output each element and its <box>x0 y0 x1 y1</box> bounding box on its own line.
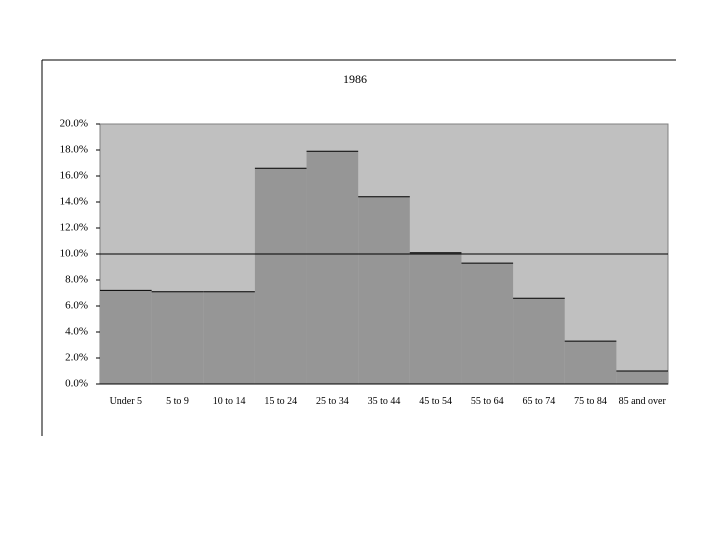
bar <box>409 252 462 384</box>
bar <box>306 151 359 384</box>
y-tick-label: 6.0% <box>65 300 88 312</box>
x-tick-label: 75 to 84 <box>574 396 607 407</box>
bar <box>203 291 255 384</box>
x-tick-label: 25 to 34 <box>315 396 349 407</box>
y-tick-label: 2.0% <box>65 352 88 364</box>
y-tick-label: 16.0% <box>60 170 88 182</box>
y-tick-label: 14.0% <box>60 196 88 208</box>
bar <box>513 298 565 384</box>
x-tick-label: 55 to 64 <box>470 396 504 407</box>
bar <box>461 263 514 384</box>
chart-title: 1986 <box>343 72 367 86</box>
y-tick-label: 12.0% <box>60 222 88 234</box>
x-tick-label: 15 to 24 <box>264 396 298 407</box>
y-tick-label: 8.0% <box>65 274 88 286</box>
bar <box>616 371 668 384</box>
x-tick-label: 35 to 44 <box>367 396 401 407</box>
bar <box>100 290 152 384</box>
x-tick-label: 45 to 54 <box>419 396 453 407</box>
x-tick-label: Under 5 <box>109 396 143 407</box>
bar <box>254 168 307 384</box>
x-tick-label: 5 to 9 <box>166 396 189 407</box>
y-tick-label: 20.0% <box>60 118 88 130</box>
x-tick-label: 10 to 14 <box>212 396 246 407</box>
y-tick-label: 18.0% <box>60 144 88 156</box>
bar <box>564 341 617 384</box>
x-tick-label: 85 and over <box>618 396 666 407</box>
bar <box>358 196 410 384</box>
y-tick-label: 0.0% <box>65 378 88 390</box>
y-tick-label: 4.0% <box>65 326 88 338</box>
y-tick-label: 10.0% <box>60 248 88 260</box>
bar <box>151 291 204 384</box>
x-tick-label: 65 to 74 <box>522 396 556 407</box>
